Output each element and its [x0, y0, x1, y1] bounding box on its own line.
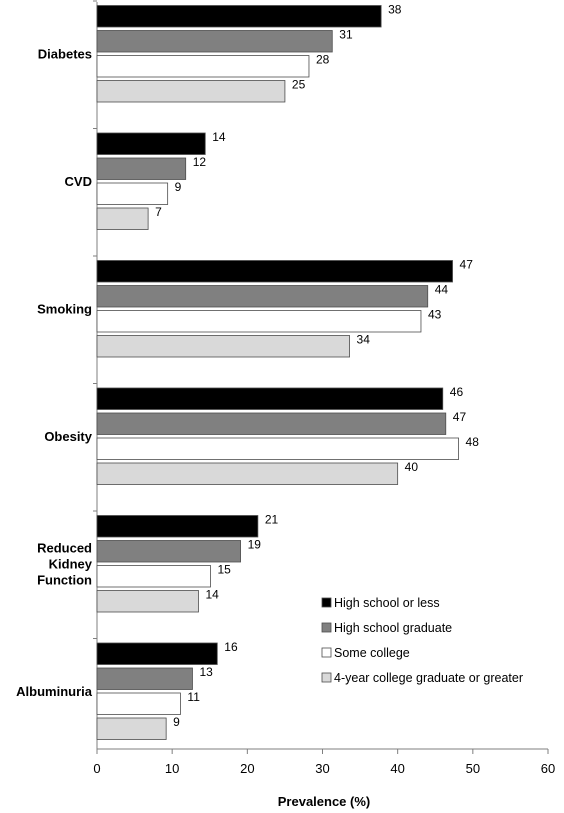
legend-swatch [321, 672, 332, 683]
category-label: Function [37, 572, 92, 587]
bar [96, 5, 382, 28]
data-label: 12 [193, 155, 207, 169]
data-label: 16 [224, 640, 238, 654]
x-tick-label: 40 [390, 761, 404, 776]
data-label: 34 [357, 332, 371, 346]
bar [96, 182, 169, 205]
data-label: 11 [187, 690, 200, 704]
bar [96, 132, 206, 155]
bar [96, 260, 453, 283]
bar [96, 285, 429, 308]
data-label: 48 [466, 435, 480, 449]
legend-label: High school or less [334, 596, 440, 610]
bar [96, 515, 259, 538]
bar [96, 387, 444, 410]
x-tick-label: 20 [240, 761, 254, 776]
legend-label: 4-year college graduate or greater [334, 671, 523, 685]
legend-swatch [321, 597, 332, 608]
bar [96, 207, 149, 230]
bar [96, 540, 241, 563]
bar [96, 437, 459, 460]
bar [96, 335, 350, 358]
bar [96, 30, 333, 53]
bar [96, 412, 447, 435]
bar [96, 55, 310, 78]
legend-label: Some college [334, 646, 410, 660]
data-label: 31 [339, 27, 353, 41]
bar [96, 692, 181, 715]
bar [96, 310, 422, 333]
data-label: 21 [265, 512, 279, 526]
bar [96, 667, 193, 690]
data-label: 13 [199, 665, 213, 679]
data-label: 28 [316, 52, 330, 66]
data-label: 15 [218, 562, 232, 576]
legend-swatch [321, 647, 332, 658]
category-label: Reduced [37, 540, 92, 555]
data-label: 40 [405, 460, 419, 474]
bar [96, 462, 399, 485]
legend-label: High school graduate [334, 621, 452, 635]
data-label: 7 [155, 205, 162, 219]
bar [96, 717, 167, 740]
data-label: 19 [248, 537, 262, 551]
data-label: 38 [388, 2, 402, 16]
x-axis-title: Prevalence (%) [278, 794, 371, 809]
x-tick-label: 10 [165, 761, 179, 776]
category-label: Kidney [49, 556, 93, 571]
category-label: Smoking [37, 301, 92, 316]
data-label: 43 [428, 307, 442, 321]
x-tick-label: 30 [315, 761, 329, 776]
x-tick-label: 60 [541, 761, 555, 776]
data-label: 14 [212, 130, 226, 144]
data-label: 14 [205, 587, 219, 601]
x-tick-label: 50 [466, 761, 480, 776]
data-label: 47 [460, 257, 474, 271]
data-label: 47 [453, 410, 467, 424]
bar [96, 80, 286, 103]
bar [96, 157, 187, 180]
category-label: Albuminuria [16, 684, 93, 699]
data-label: 9 [173, 715, 180, 729]
category-label: Obesity [44, 429, 92, 444]
data-label: 25 [292, 77, 306, 91]
bar [96, 642, 218, 665]
category-label: Diabetes [38, 46, 92, 61]
x-tick-label: 0 [93, 761, 100, 776]
category-label: CVD [65, 174, 92, 189]
data-label: 44 [435, 282, 449, 296]
bar [96, 565, 211, 588]
data-label: 9 [175, 180, 182, 194]
bar [96, 590, 199, 613]
data-label: 46 [450, 385, 464, 399]
legend-swatch [321, 622, 332, 633]
